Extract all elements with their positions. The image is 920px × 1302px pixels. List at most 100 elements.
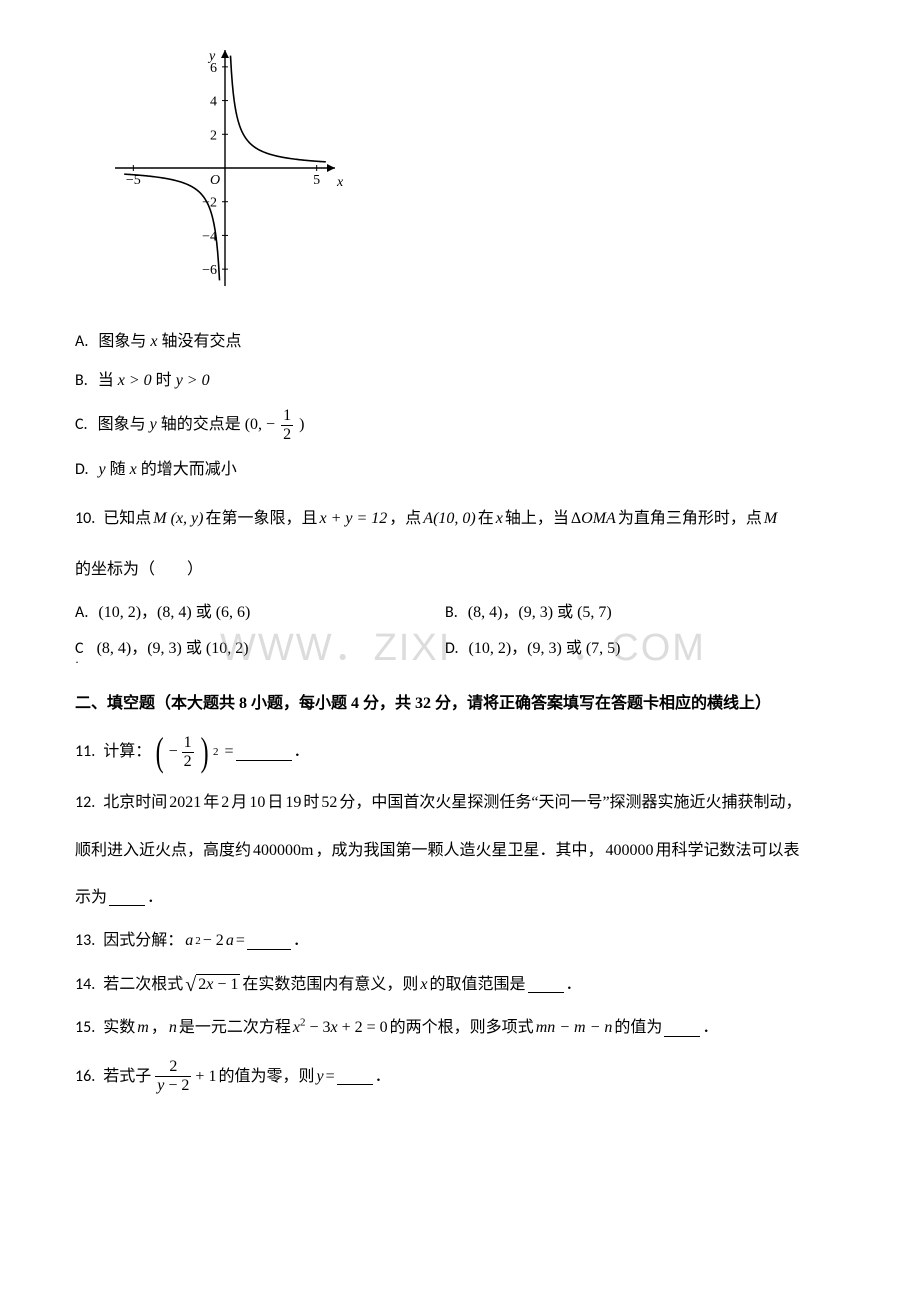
square-root: √ 2x − 1 bbox=[185, 974, 240, 994]
q-text: 分，中国首次火星探测任务“天问一号”探测器实施近火捕获制动， bbox=[339, 788, 801, 818]
answer-blank bbox=[528, 976, 564, 994]
q14: 14. 若二次根式 √ 2x − 1 在实数范围内有意义，则 x 的取值范围是 … bbox=[75, 972, 845, 998]
math-var: m bbox=[137, 1015, 149, 1041]
q-text: 计算： bbox=[103, 739, 151, 765]
question-number: 14. bbox=[75, 972, 95, 998]
option-text: 当 bbox=[98, 368, 114, 394]
q-text: 示为 bbox=[75, 885, 107, 911]
radical-icon: √ bbox=[185, 975, 196, 995]
q-text: 在 bbox=[478, 500, 494, 538]
answer-blank bbox=[236, 743, 292, 761]
q-text: 的坐标为（ ） bbox=[75, 557, 203, 583]
option-text: (8, 4)，(9, 3) 或 (10, 2) bbox=[97, 636, 249, 662]
q10-options-row1: A. (10, 2)，(8, 4) 或 (6, 6) B. (8, 4)，(9,… bbox=[75, 600, 845, 626]
number: 2 bbox=[221, 788, 229, 818]
q-text: 因式分解： bbox=[103, 928, 183, 954]
q-text: 若二次根式 bbox=[103, 972, 183, 998]
q-text: 用科学记数法可以表 bbox=[655, 836, 799, 866]
q-text: 实数 bbox=[103, 1015, 135, 1041]
q9-option-c: C. 图象与 y 轴的交点是 (0, − 1 2 ) bbox=[75, 408, 845, 443]
math-expr: y > 0 bbox=[176, 368, 210, 394]
math-var: a bbox=[226, 928, 234, 954]
period: ． bbox=[566, 972, 582, 998]
period: ． bbox=[375, 1064, 391, 1090]
option-text: (10, 2)，(9, 3) 或 (7, 5) bbox=[469, 636, 621, 662]
equals: = bbox=[224, 739, 233, 765]
q-text: 的取值范围是 bbox=[430, 972, 526, 998]
fraction: 2 y − 2 bbox=[155, 1059, 191, 1094]
option-label: A. bbox=[75, 329, 88, 355]
svg-text:5: 5 bbox=[313, 173, 320, 188]
q-text: 北京时间 bbox=[103, 788, 167, 818]
period: ． bbox=[702, 1015, 718, 1041]
right-paren: ) bbox=[200, 736, 208, 768]
q-text: 是一元二次方程 bbox=[179, 1015, 291, 1041]
q-text: 若式子 bbox=[103, 1064, 151, 1090]
math-expr: ΔOMA bbox=[571, 500, 616, 538]
question-number: 11. bbox=[75, 739, 95, 765]
number: 52 bbox=[321, 788, 337, 818]
svg-text:x: x bbox=[336, 175, 344, 190]
option-label: A. bbox=[75, 600, 88, 626]
math-var: y bbox=[316, 1064, 323, 1090]
answer-blank bbox=[109, 889, 145, 907]
q-text: ，点 bbox=[389, 500, 421, 538]
answer-blank bbox=[664, 1019, 700, 1037]
denominator: y − 2 bbox=[155, 1078, 191, 1094]
q-text: 已知点 bbox=[103, 500, 151, 538]
question-number: 15. bbox=[75, 1015, 95, 1041]
number: 400000m bbox=[253, 836, 313, 866]
math-var: y bbox=[99, 457, 106, 483]
q15: 15. 实数 m ， n 是一元二次方程 x2 − 3x + 2 = 0 的两个… bbox=[75, 1015, 845, 1041]
q-text: 的两个根，则多项式 bbox=[390, 1015, 534, 1041]
q12-line1: 12. 北京时间 2021 年 2 月 10 日 19 时 52 分，中国首次火… bbox=[75, 788, 845, 818]
denominator: 2 bbox=[281, 427, 293, 443]
math-var: a bbox=[185, 928, 193, 954]
q-text: 顺利进入近火点，高度约 bbox=[75, 836, 251, 866]
option-label: C bbox=[75, 636, 87, 662]
q13: 13. 因式分解： a2 − 2 a = ． bbox=[75, 928, 845, 954]
fraction: 1 2 bbox=[281, 408, 293, 443]
math-var: y bbox=[150, 412, 157, 438]
number: 19 bbox=[285, 788, 301, 818]
radicand: 2x − 1 bbox=[196, 974, 240, 994]
q12-line2: 顺利进入近火点，高度约 400000m ，成为我国第一颗人造火星卫星．其中， 4… bbox=[75, 836, 845, 866]
graph-figure: −55−6−4−2246Oxy bbox=[105, 40, 845, 305]
question-number: 16. bbox=[75, 1064, 95, 1090]
q-text: 日 bbox=[267, 788, 283, 818]
option-text: 轴的交点是 bbox=[161, 412, 241, 438]
math-var: M bbox=[764, 500, 777, 538]
answer-blank bbox=[337, 1068, 373, 1086]
minus: − bbox=[266, 412, 275, 438]
graph-svg: −55−6−4−2246Oxy bbox=[105, 40, 345, 296]
q-text: 时 bbox=[303, 788, 319, 818]
q16: 16. 若式子 2 y − 2 + 1 的值为零，则 y = ． bbox=[75, 1059, 845, 1094]
math-expr: A(10, 0) bbox=[423, 500, 475, 538]
q10-options-row2: C (8, 4)，(9, 3) 或 (10, 2) D. (10, 2)，(9,… bbox=[75, 636, 845, 662]
left-paren: ( bbox=[156, 736, 164, 768]
math-var: x bbox=[150, 329, 157, 355]
q-text: 在第一象限，且 bbox=[205, 500, 317, 538]
option-text: 时 bbox=[156, 368, 172, 394]
answer-blank bbox=[247, 932, 291, 950]
numerator: 1 bbox=[182, 735, 194, 751]
q-text: ，成为我国第一颗人造火星卫星．其中， bbox=[315, 836, 603, 866]
period: ． bbox=[294, 739, 310, 765]
option-label: B. bbox=[75, 368, 88, 394]
math-expr: − 2 bbox=[203, 928, 224, 954]
option-label: D. bbox=[75, 457, 89, 483]
q9-option-b: B. 当 x > 0 时 y > 0 bbox=[75, 368, 845, 394]
q-text: 轴上，当 bbox=[505, 500, 569, 538]
option-text: 图象与 bbox=[98, 412, 146, 438]
q-text: 月 bbox=[231, 788, 247, 818]
equals: = bbox=[236, 928, 245, 954]
math-expr: + 1 bbox=[195, 1064, 216, 1090]
option-text: 的增大而减小 bbox=[141, 457, 237, 483]
q-text: 的值为 bbox=[614, 1015, 662, 1041]
math-expr: M (x, y) bbox=[153, 500, 203, 538]
q11: 11. 计算： ( − 1 2 ) 2 = ． bbox=[75, 735, 845, 770]
q-text: 在实数范围内有意义，则 bbox=[242, 972, 418, 998]
number: 2021 bbox=[169, 788, 201, 818]
number: 400000 bbox=[605, 836, 653, 866]
option-text: 图象与 bbox=[98, 329, 146, 355]
